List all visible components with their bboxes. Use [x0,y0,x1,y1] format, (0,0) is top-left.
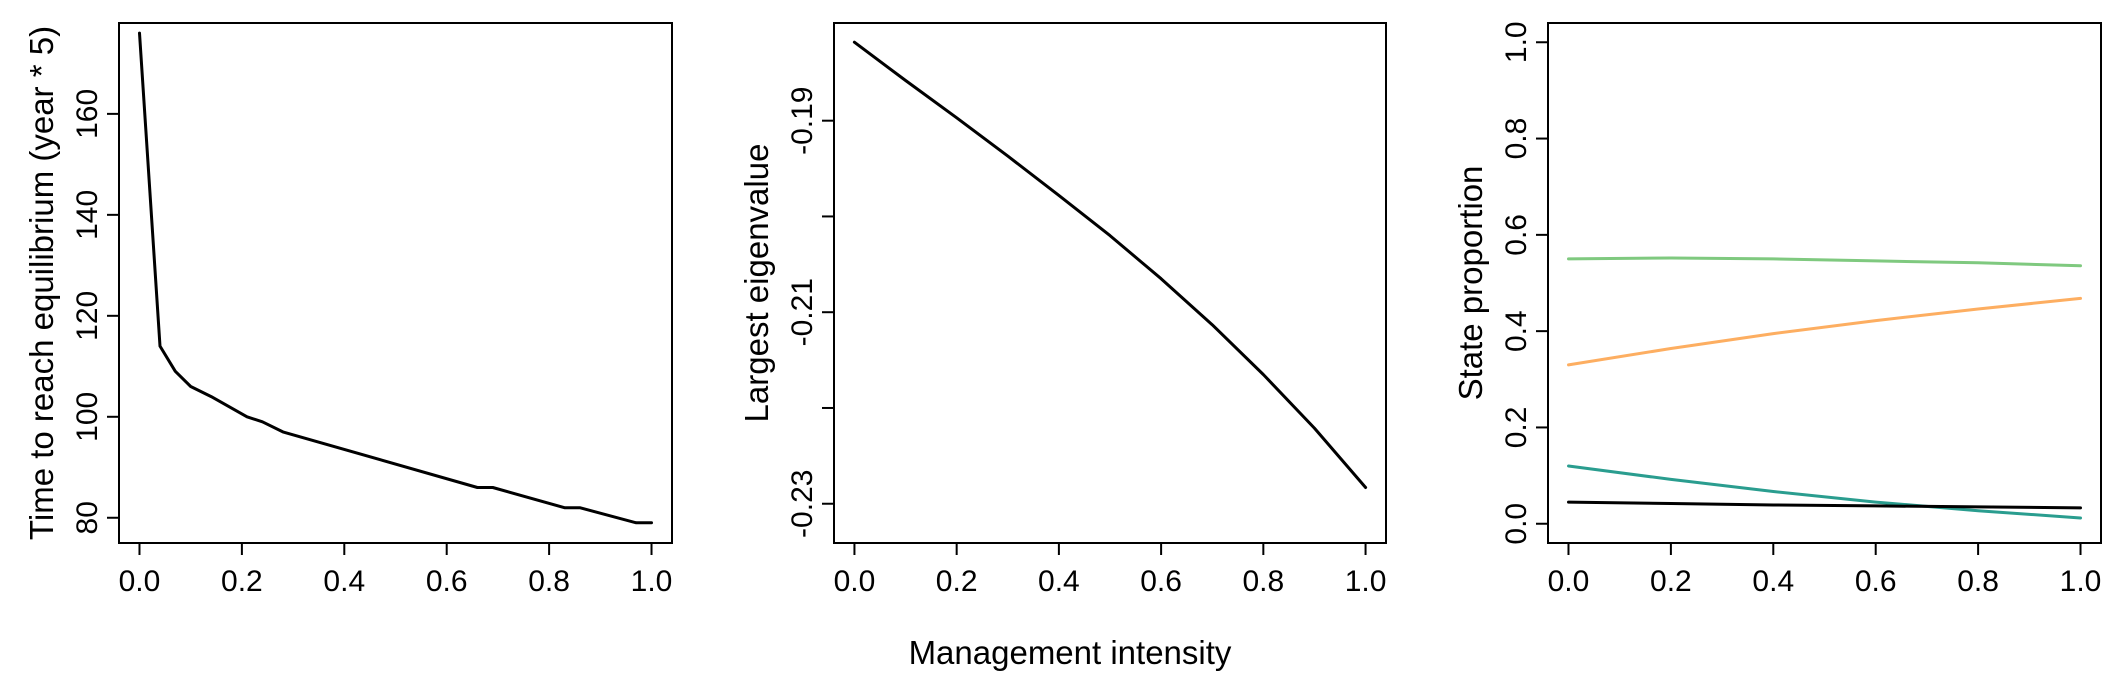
x-tick-label: 1.0 [631,565,673,598]
y-tick-label: -0.21 [786,278,819,346]
y-tick-label: 0.8 [1500,118,1533,160]
x-tick-label: 0.0 [1548,565,1590,598]
x-tick-label: 0.2 [221,565,263,598]
plot-frame [833,22,1387,544]
y-tick-label: 100 [71,392,104,442]
x-tick-label: 0.4 [1038,565,1080,598]
plot-frame [1547,22,2102,544]
x-tick-label: 0.8 [1242,565,1284,598]
series-line-1 [1567,256,2082,268]
y-axis-label: State proportion [1452,166,1489,401]
x-tick-label: 0.6 [426,565,468,598]
series-line-2 [1567,296,2082,367]
y-tick-label: 160 [71,89,104,139]
y-tick-label: 80 [71,501,104,534]
chart-panel-2: 0.0 0.2 0.4 0.6 0.8 1.0 -0.23 -0.21 -0.19 Largest… [738,22,1387,598]
y-tick-label: -0.19 [786,86,819,154]
x-tick-label: 0.6 [1855,565,1897,598]
series-line-4 [1567,500,2082,510]
x-tick-label: 0.0 [119,565,161,598]
y-tick-label: 120 [71,291,104,341]
x-tick-label: 0.0 [834,565,876,598]
chart-panel-1: 0.0 0.2 0.4 0.6 0.8 1.0 80 100 120 140 160 Time to … [23,22,673,598]
y-tick-label: 0.0 [1500,503,1533,545]
y-axis-label: Largest eigenvalue [738,144,775,423]
x-tick-label: 0.2 [1650,565,1692,598]
y-tick-label: -0.23 [786,470,819,538]
series-line-1 [138,31,653,525]
x-tick-label: 1.0 [1345,565,1387,598]
series-line-1 [852,40,1368,489]
y-tick-label: 0.6 [1500,214,1533,256]
x-tick-label: 0.6 [1140,565,1182,598]
x-tick-label: 0.4 [1752,565,1794,598]
series-line-3 [1567,464,2082,520]
y-tick-label: 0.4 [1500,310,1533,352]
chart-panel-3: 0.0 0.2 0.4 0.6 0.8 1.0 0.0 0.2 0.4 0.6 0.8 1.0 Stat… [1452,21,2102,598]
x-tick-label: 0.2 [936,565,978,598]
x-tick-label: 0.4 [323,565,365,598]
shared-x-axis-label: Management intensity [909,634,1232,671]
x-tick-label: 0.8 [1957,565,1999,598]
y-axis-label: Time to reach equilibrium (year * 5) [23,26,60,540]
x-tick-label: 0.8 [528,565,570,598]
y-tick-label: 0.2 [1500,407,1533,449]
y-tick-label: 140 [71,190,104,240]
y-tick-label: 1.0 [1500,21,1533,63]
x-tick-label: 1.0 [2060,565,2102,598]
